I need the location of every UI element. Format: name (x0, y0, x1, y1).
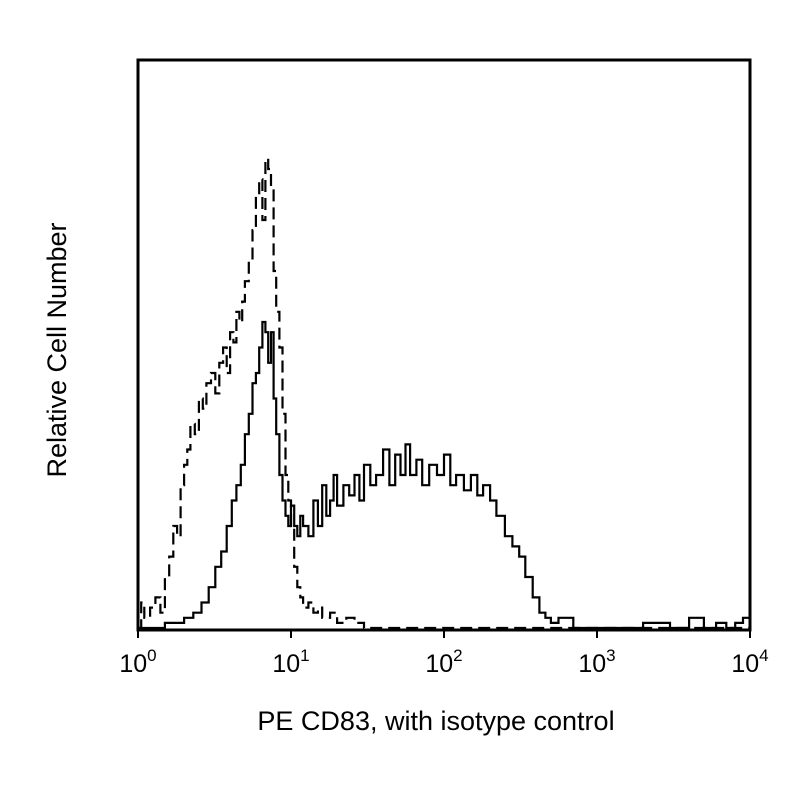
x-tick-base: 10 (425, 650, 453, 678)
x-tick-exponent: 0 (147, 646, 156, 665)
plot-frame (136, 58, 752, 632)
x-tick-exponent: 1 (300, 646, 309, 665)
x-tick-label: 100 (119, 646, 156, 678)
x-tick-exponent: 2 (453, 646, 462, 665)
cd83-histogram-line (138, 320, 752, 630)
x-tick-label: 102 (425, 646, 462, 678)
series-layer (138, 157, 752, 630)
x-tick-base: 10 (119, 650, 147, 678)
y-axis-title: Relative Cell Number (42, 222, 72, 477)
x-tick-label: 101 (272, 646, 309, 678)
x-tick-exponent: 4 (759, 646, 768, 665)
x-tick-base: 10 (731, 650, 759, 678)
x-tick-base: 10 (578, 650, 606, 678)
x-axis-ticks: 100 101 102 103 104 (119, 630, 769, 678)
isotype-control-histogram-line (138, 157, 750, 630)
x-tick-exponent: 3 (606, 646, 615, 665)
x-tick-label: 103 (578, 646, 615, 678)
x-tick-label: 104 (731, 646, 768, 678)
x-axis-title: PE CD83, with isotype control (257, 706, 614, 736)
x-tick-base: 10 (272, 650, 300, 678)
